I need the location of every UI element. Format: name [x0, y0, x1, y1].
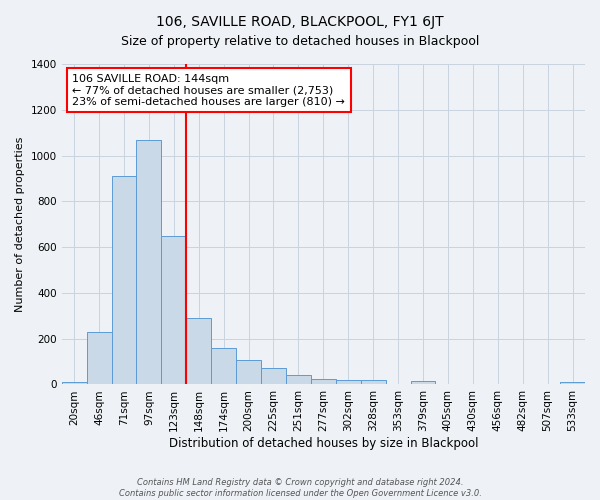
Bar	[236, 360, 261, 384]
Bar	[86, 332, 112, 384]
Y-axis label: Number of detached properties: Number of detached properties	[15, 136, 25, 312]
Bar	[261, 368, 286, 384]
Bar	[211, 348, 236, 385]
Bar	[286, 376, 311, 384]
Text: 106, SAVILLE ROAD, BLACKPOOL, FY1 6JT: 106, SAVILLE ROAD, BLACKPOOL, FY1 6JT	[156, 15, 444, 29]
Bar	[136, 140, 161, 384]
Bar	[560, 382, 585, 384]
Bar	[186, 318, 211, 384]
Text: 106 SAVILLE ROAD: 144sqm
← 77% of detached houses are smaller (2,753)
23% of sem: 106 SAVILLE ROAD: 144sqm ← 77% of detach…	[72, 74, 345, 107]
Bar	[161, 236, 186, 384]
Text: Contains HM Land Registry data © Crown copyright and database right 2024.
Contai: Contains HM Land Registry data © Crown c…	[119, 478, 481, 498]
Bar	[311, 378, 336, 384]
Text: Size of property relative to detached houses in Blackpool: Size of property relative to detached ho…	[121, 35, 479, 48]
Bar	[336, 380, 361, 384]
X-axis label: Distribution of detached houses by size in Blackpool: Distribution of detached houses by size …	[169, 437, 478, 450]
Bar	[361, 380, 386, 384]
Bar	[62, 382, 86, 384]
Bar	[410, 381, 436, 384]
Bar	[112, 176, 136, 384]
